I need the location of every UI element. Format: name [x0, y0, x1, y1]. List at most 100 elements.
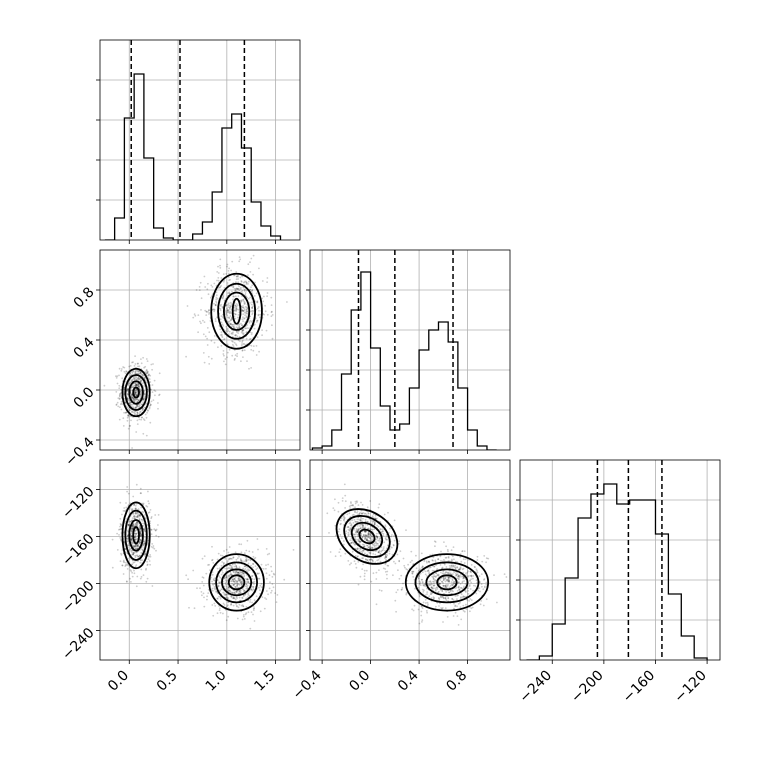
scatter-point — [378, 549, 381, 552]
scatter-point — [364, 530, 367, 533]
scatter-point — [252, 581, 255, 584]
scatter-point — [235, 305, 237, 307]
scatter-point — [228, 589, 230, 592]
scatter-point — [237, 326, 240, 329]
scatter-point — [116, 532, 118, 535]
scatter-point — [356, 530, 359, 533]
scatter-point — [451, 559, 453, 562]
scatter-point — [193, 607, 196, 610]
scatter-point — [219, 576, 222, 579]
scatter-point — [271, 583, 274, 585]
scatter-point — [139, 554, 141, 557]
scatter-point — [203, 361, 206, 364]
scatter-point — [241, 581, 244, 583]
scatter-point — [134, 529, 137, 532]
scatter-point — [155, 534, 158, 537]
scatter-point — [251, 309, 254, 312]
scatter-point — [243, 618, 246, 620]
scatter-point — [131, 540, 133, 543]
scatter-point — [242, 356, 244, 358]
scatter-point — [135, 483, 138, 486]
scatter-point — [127, 523, 130, 526]
scatter-point — [448, 578, 450, 581]
scatter-point — [225, 575, 228, 578]
scatter-point — [243, 589, 246, 592]
scatter-point — [431, 588, 434, 590]
scatter-point — [158, 394, 160, 397]
scatter-point — [136, 544, 139, 547]
scatter-point — [228, 291, 231, 294]
scatter-point — [224, 567, 227, 570]
density-contour — [335, 508, 399, 565]
scatter-point — [232, 592, 235, 595]
scatter-point — [227, 587, 230, 590]
scatter-point — [356, 548, 358, 550]
scatter-point — [230, 603, 232, 606]
scatter-point — [421, 565, 424, 568]
scatter-point — [127, 399, 130, 402]
scatter-point — [185, 355, 188, 358]
scatter-point — [143, 406, 146, 409]
histogram-bar — [193, 234, 203, 240]
scatter-point — [228, 322, 231, 325]
scatter-point — [235, 275, 238, 278]
scatter-point — [131, 575, 134, 578]
scatter-point — [135, 529, 137, 532]
scatter-point — [131, 508, 134, 511]
scatter-point — [149, 554, 152, 556]
scatter-point — [458, 575, 461, 577]
scatter-point — [217, 585, 220, 587]
scatter-point — [219, 611, 222, 614]
scatter-point — [360, 527, 362, 529]
scatter-point — [213, 341, 216, 344]
scatter-point — [133, 546, 136, 548]
scatter-point — [460, 596, 462, 598]
scatter-point — [130, 538, 133, 541]
scatter-point — [438, 605, 440, 607]
scatter-point — [237, 278, 240, 280]
scatter-point — [276, 594, 279, 596]
scatter-point — [227, 310, 229, 312]
scatter-point — [223, 338, 226, 340]
scatter-point — [133, 390, 136, 393]
scatter-point — [216, 597, 219, 600]
scatter-point — [128, 524, 130, 526]
scatter-point — [452, 565, 455, 567]
scatter-point — [246, 324, 249, 326]
scatter-point — [233, 341, 236, 344]
scatter-point — [221, 316, 224, 318]
scatter-point — [450, 566, 452, 568]
scatter-point — [479, 590, 481, 593]
scatter-point — [216, 558, 219, 561]
scatter-point — [457, 602, 460, 605]
scatter-point — [355, 531, 358, 534]
scatter-point — [145, 552, 147, 555]
scatter-point — [228, 306, 231, 309]
scatter-point — [137, 383, 140, 386]
scatter-point — [334, 534, 337, 537]
scatter-point — [149, 404, 152, 407]
scatter-point — [388, 552, 391, 555]
scatter-point — [236, 605, 239, 608]
scatter-point — [448, 565, 451, 567]
scatter-point — [137, 399, 140, 401]
scatter-point — [187, 578, 190, 581]
scatter-point — [233, 583, 236, 586]
scatter-point — [447, 550, 449, 553]
scatter-point — [449, 585, 452, 587]
scatter-point — [242, 306, 245, 309]
scatter-point — [133, 552, 136, 555]
scatter-point — [131, 517, 134, 519]
scatter-point — [432, 596, 435, 598]
scatter-point — [152, 363, 154, 365]
scatter-point — [123, 388, 125, 391]
scatter-point — [373, 521, 376, 524]
scatter-point — [252, 562, 254, 565]
scatter-point — [485, 557, 488, 560]
scatter-point — [418, 593, 421, 596]
scatter-point — [344, 500, 347, 503]
scatter-point — [144, 527, 146, 529]
scatter-point — [459, 568, 461, 571]
scatter-point — [359, 527, 362, 530]
scatter-point — [415, 567, 418, 570]
